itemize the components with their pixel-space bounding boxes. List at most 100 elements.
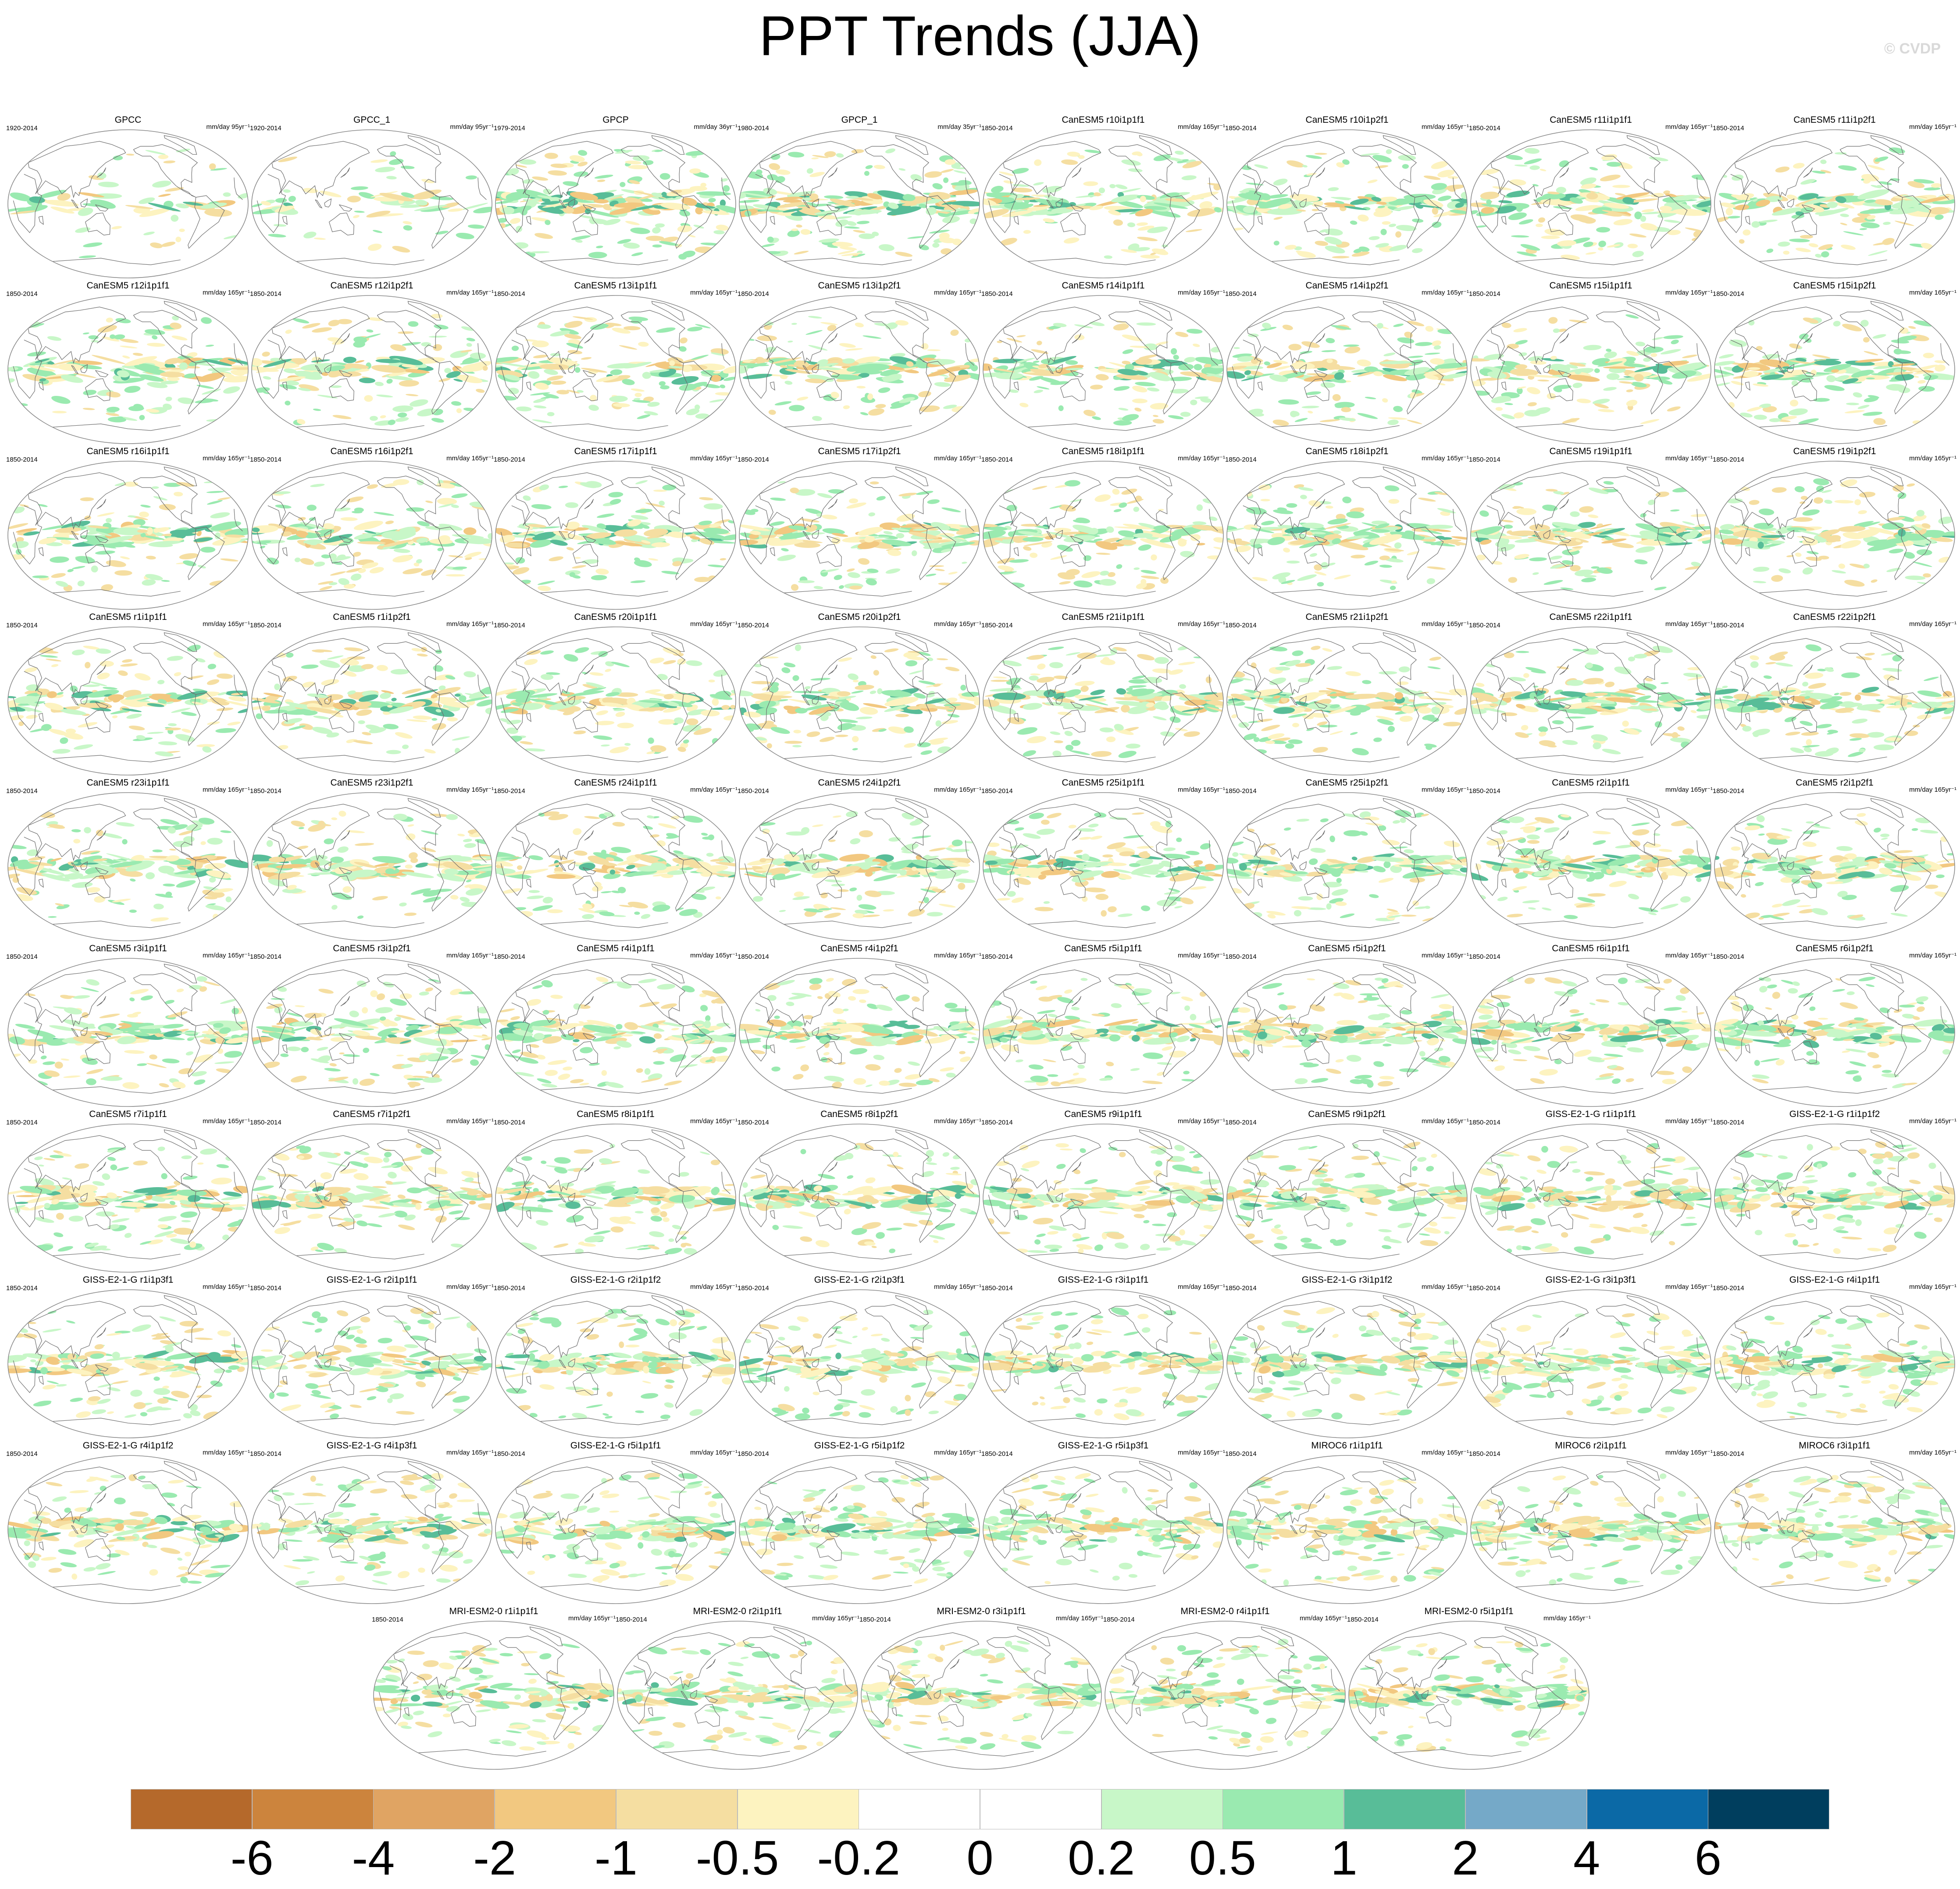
trend-patch xyxy=(926,207,937,215)
trend-field xyxy=(8,149,248,258)
trend-patch xyxy=(1775,662,1793,667)
trend-patch xyxy=(1050,381,1069,385)
trend-patch xyxy=(393,548,410,553)
trend-patch xyxy=(165,396,172,402)
trend-patch xyxy=(1244,370,1251,375)
coastline xyxy=(38,381,44,391)
trend-patch xyxy=(46,658,61,662)
panel-title: CanESM5 r14i1p1f1 xyxy=(1062,281,1145,291)
trend-patch xyxy=(1133,533,1153,538)
trend-patch xyxy=(1037,663,1046,670)
trend-patch xyxy=(1024,541,1053,546)
trend-patch xyxy=(868,408,884,416)
coastline xyxy=(164,135,197,155)
panel-units: mm/day 165yr⁻¹ xyxy=(1665,123,1713,131)
trend-patch xyxy=(989,688,1022,692)
trend-patch xyxy=(806,168,813,174)
coastline xyxy=(864,641,930,695)
trend-patch xyxy=(1325,505,1333,509)
trend-patch xyxy=(983,537,1003,548)
trend-patch xyxy=(353,551,361,557)
coastline xyxy=(1299,198,1307,208)
trend-patch xyxy=(101,336,120,342)
trend-patch xyxy=(780,365,788,368)
trend-patch xyxy=(1253,689,1282,696)
coastline xyxy=(1055,530,1063,539)
trend-patch xyxy=(691,355,709,360)
trend-patch xyxy=(1471,532,1492,538)
trend-patch xyxy=(546,375,563,381)
coastline xyxy=(559,199,567,209)
trend-patch xyxy=(142,579,156,586)
trend-patch xyxy=(739,540,759,546)
trend-patch xyxy=(1322,648,1333,652)
trend-patch xyxy=(1782,370,1808,376)
coastline xyxy=(28,638,126,696)
trend-patch xyxy=(457,374,483,384)
trend-patch xyxy=(1175,728,1188,732)
trend-patch xyxy=(1569,197,1583,204)
trend-patch xyxy=(1795,248,1811,253)
trend-patch xyxy=(787,230,800,237)
trend-patch xyxy=(677,225,692,232)
panel-title: CanESM5 r16i1p2f1 xyxy=(330,446,413,456)
trend-patch xyxy=(143,231,155,235)
trend-patch xyxy=(801,694,827,701)
trend-patch xyxy=(319,191,342,198)
trend-patch xyxy=(852,748,858,751)
trend-patch xyxy=(128,697,147,702)
trend-patch xyxy=(632,155,650,161)
trend-patch xyxy=(1570,511,1580,517)
trend-patch xyxy=(210,168,227,171)
trend-patch xyxy=(147,342,165,347)
trend-field xyxy=(983,320,1223,426)
trend-patch xyxy=(792,675,799,681)
trend-patch xyxy=(303,231,317,238)
trend-patch xyxy=(1190,534,1201,541)
trend-patch xyxy=(577,161,588,167)
trend-patch xyxy=(1111,194,1140,203)
trend-patch xyxy=(1170,348,1177,355)
trend-patch xyxy=(333,702,356,711)
trend-patch xyxy=(1844,580,1865,587)
coastline xyxy=(1557,536,1572,543)
trend-patch xyxy=(1831,369,1839,373)
trend-patch xyxy=(623,326,641,331)
trend-patch xyxy=(75,227,91,233)
trend-patch xyxy=(1353,248,1363,253)
trend-patch xyxy=(691,381,707,388)
trend-patch xyxy=(97,325,117,333)
trend-patch xyxy=(766,743,772,749)
coastline xyxy=(826,536,840,543)
trend-patch xyxy=(687,327,703,332)
trend-patch xyxy=(755,209,787,212)
trend-patch xyxy=(191,701,203,705)
trend-patch xyxy=(540,650,554,655)
trend-patch xyxy=(1026,736,1047,744)
trend-patch xyxy=(1127,222,1136,228)
trend-patch xyxy=(1074,705,1101,711)
trend-patch xyxy=(991,679,1010,682)
trend-patch xyxy=(1471,699,1486,705)
coastline xyxy=(1719,505,1949,565)
trend-patch xyxy=(767,236,774,243)
panel-units: mm/day 35yr⁻¹ xyxy=(937,123,981,131)
coastline xyxy=(1304,213,1329,236)
trend-patch xyxy=(709,399,724,403)
trend-patch xyxy=(651,192,663,197)
coastline xyxy=(573,378,598,402)
panel-title: CanESM5 r14i1p2f1 xyxy=(1305,281,1389,291)
trend-patch xyxy=(564,320,583,328)
trend-patch xyxy=(1426,578,1436,584)
trend-patch xyxy=(1083,409,1096,416)
coastline xyxy=(96,499,107,509)
coastline xyxy=(85,378,110,402)
trend-patch xyxy=(843,405,850,409)
trend-patch xyxy=(1297,678,1314,683)
trend-patch xyxy=(791,228,798,231)
trend-patch xyxy=(1367,179,1378,183)
coastline xyxy=(1108,310,1173,363)
trend-patch xyxy=(451,504,459,508)
panel-title: CanESM5 r12i1p1f1 xyxy=(86,281,170,291)
map-panel: CanESM5 r19i1p2f1 1850-2014 mm/day 165yr⁻¹ xyxy=(1713,446,1956,611)
